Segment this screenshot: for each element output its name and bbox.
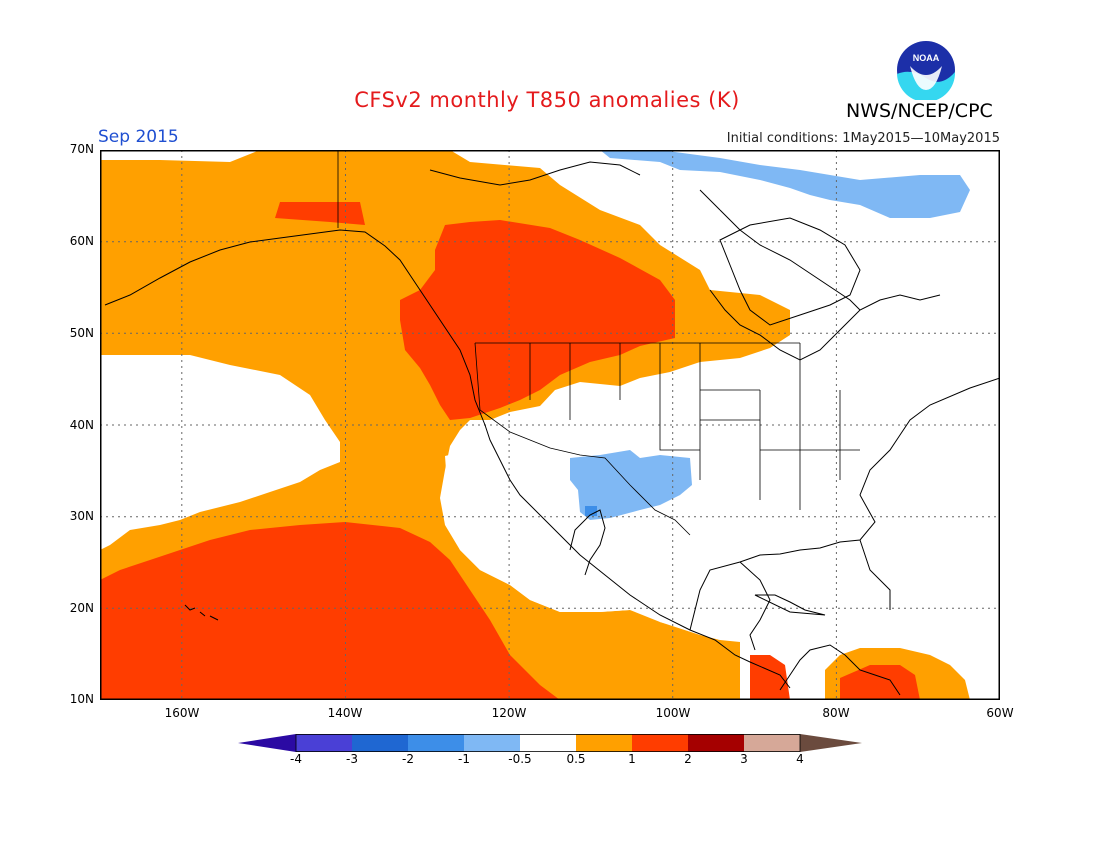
agency-label: NWS/NCEP/CPC bbox=[846, 100, 993, 122]
initial-conditions: Initial conditions: 1May2015—10May2015 bbox=[726, 131, 1000, 146]
legend-label: 4 bbox=[796, 752, 804, 766]
anomaly-region-negative-weak bbox=[570, 150, 970, 520]
legend-swatch-9 bbox=[744, 734, 800, 752]
anomaly-region-negative-moderate bbox=[585, 506, 597, 516]
legend-label: 1 bbox=[628, 752, 636, 766]
legend-label: -4 bbox=[290, 752, 302, 766]
legend-swatch-6 bbox=[576, 734, 632, 752]
noaa-logo: NOAA bbox=[897, 41, 956, 100]
lon-label-80w: 80W bbox=[822, 706, 850, 720]
legend-label: 3 bbox=[740, 752, 748, 766]
legend-swatch-5 bbox=[520, 734, 576, 752]
legend-swatch-3 bbox=[408, 734, 464, 752]
graticule bbox=[100, 150, 1000, 700]
legend-label: 0.5 bbox=[566, 752, 586, 766]
legend-swatch-4 bbox=[464, 734, 520, 752]
map-title: CFSv2 monthly T850 anomalies (K) bbox=[354, 88, 740, 112]
legend-swatch-10 bbox=[800, 734, 862, 752]
lon-label-140w: 140W bbox=[327, 706, 363, 720]
forecast-period: Sep 2015 bbox=[98, 127, 179, 147]
lat-label-20n: 20N bbox=[69, 601, 94, 615]
legend-label: -2 bbox=[402, 752, 414, 766]
anomaly-region-positive-strong bbox=[100, 202, 920, 700]
coastlines bbox=[104, 161, 1000, 696]
map-frame bbox=[100, 150, 1000, 700]
legend-swatch-7 bbox=[632, 734, 688, 752]
legend-swatch-0 bbox=[238, 734, 296, 752]
legend-label: -0.5 bbox=[508, 752, 532, 766]
lat-label-70n: 70N bbox=[69, 142, 94, 156]
noaa-logo-text: NOAA bbox=[913, 53, 940, 63]
political-borders bbox=[337, 150, 860, 536]
lon-label-100w: 100W bbox=[655, 706, 691, 720]
lon-label-60w: 60W bbox=[986, 706, 1014, 720]
legend-label: 2 bbox=[684, 752, 692, 766]
lon-label-120w: 120W bbox=[491, 706, 527, 720]
legend-swatch-1 bbox=[296, 734, 352, 752]
legend-swatch-2 bbox=[352, 734, 408, 752]
legend-swatch-8 bbox=[688, 734, 744, 752]
anomaly-map bbox=[100, 150, 1000, 700]
lat-label-40n: 40N bbox=[69, 418, 94, 432]
lat-label-30n: 30N bbox=[69, 509, 94, 523]
legend-label: -1 bbox=[458, 752, 470, 766]
lat-label-10n: 10N bbox=[69, 692, 94, 706]
legend-colorbar bbox=[238, 734, 862, 752]
lat-label-60n: 60N bbox=[69, 234, 94, 248]
lat-label-50n: 50N bbox=[69, 326, 94, 340]
legend-label: -3 bbox=[346, 752, 358, 766]
lon-label-160w: 160W bbox=[164, 706, 200, 720]
anomaly-region-neutral bbox=[100, 355, 720, 640]
